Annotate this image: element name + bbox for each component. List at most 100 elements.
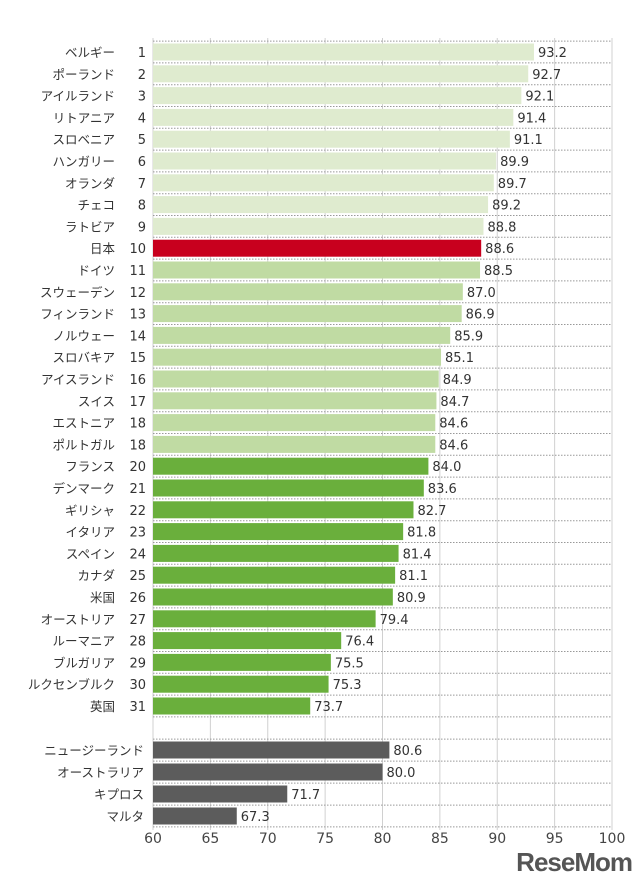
- bar: [153, 544, 399, 562]
- data-label: 88.8: [487, 220, 516, 235]
- data-label: 76.4: [345, 635, 374, 650]
- data-label: 88.5: [484, 264, 513, 279]
- data-label: 67.3: [241, 810, 270, 825]
- bar: [153, 697, 311, 715]
- country-label: チェコ: [77, 198, 115, 213]
- data-label: 86.9: [466, 308, 495, 323]
- country-label: ルクセンブルク: [28, 677, 115, 692]
- rank-label: 3: [138, 90, 146, 105]
- country-label: ラトビア: [65, 219, 115, 234]
- bar: [153, 174, 494, 192]
- rank-label: 14: [129, 329, 146, 344]
- data-label: 79.4: [380, 613, 409, 628]
- data-label: 92.1: [525, 90, 554, 105]
- rank-label: 24: [129, 547, 146, 562]
- data-label: 92.7: [532, 68, 561, 83]
- country-label: オーストリア: [41, 612, 115, 627]
- rank-label: 17: [129, 395, 146, 410]
- country-label: ブルガリア: [53, 655, 115, 670]
- country-label: 日本: [90, 241, 116, 256]
- rank-label: 9: [138, 220, 146, 235]
- bar: [153, 130, 510, 148]
- country-label: スペイン: [66, 546, 115, 561]
- bar: [153, 414, 436, 432]
- bar: [153, 217, 484, 235]
- rank-label: 18: [129, 417, 146, 432]
- rank-label: 8: [138, 199, 146, 214]
- country-label: ハンガリー: [52, 154, 115, 169]
- rank-label: 2: [138, 68, 146, 83]
- rank-label: 12: [129, 286, 146, 301]
- bar: [153, 435, 436, 453]
- data-label: 81.8: [407, 526, 436, 541]
- country-label: フランス: [65, 459, 115, 474]
- country-label: アイルランド: [41, 89, 115, 104]
- country-label: キプロス: [94, 787, 144, 802]
- bar: [153, 152, 497, 170]
- country-label: ポルトガル: [52, 437, 115, 452]
- rank-label: 20: [129, 460, 146, 475]
- country-label: オランダ: [65, 176, 115, 191]
- country-label: ギリシャ: [65, 503, 115, 518]
- data-label: 87.0: [467, 286, 496, 301]
- data-label: 89.9: [500, 155, 529, 170]
- data-label: 73.7: [314, 700, 343, 715]
- country-label: リトアニア: [53, 110, 115, 125]
- rank-label: 10: [129, 242, 146, 257]
- bar: [153, 807, 237, 825]
- bar: [153, 523, 404, 541]
- country-label: ルーマニア: [52, 634, 115, 649]
- country-label: ポーランド: [52, 67, 115, 82]
- data-label: 84.7: [440, 395, 469, 410]
- rank-label: 13: [129, 308, 146, 323]
- data-label: 81.1: [399, 569, 428, 584]
- country-label: アイスランド: [41, 372, 115, 387]
- data-label: 91.1: [514, 133, 543, 148]
- x-tick-label: 90: [488, 831, 506, 847]
- bar: [153, 610, 376, 628]
- data-label: 85.1: [445, 351, 474, 366]
- bar: [153, 501, 414, 519]
- country-label: ニュージーランド: [44, 743, 144, 758]
- data-label: 84.9: [443, 373, 472, 388]
- data-label: 84.0: [432, 460, 461, 475]
- resemom-logo: ReseMom: [516, 847, 633, 877]
- rank-label: 16: [129, 373, 146, 388]
- bar: [153, 43, 534, 61]
- x-tick-label: 80: [374, 831, 392, 847]
- x-tick-label: 100: [599, 831, 626, 847]
- rank-label: 21: [129, 482, 146, 497]
- bar: [153, 326, 451, 344]
- country-label: ドイツ: [77, 263, 115, 278]
- country-label: 英国: [90, 699, 115, 714]
- country-label: デンマーク: [52, 481, 115, 496]
- x-tick-label: 65: [201, 831, 219, 847]
- data-label: 89.2: [492, 199, 521, 214]
- data-label: 75.3: [333, 678, 362, 693]
- bar: [153, 785, 288, 803]
- country-label: 米国: [90, 590, 115, 605]
- bar: [153, 261, 481, 279]
- data-label: 83.6: [428, 482, 457, 497]
- data-label: 80.6: [393, 744, 422, 759]
- bar: [153, 566, 396, 584]
- country-label: オーストラリア: [57, 765, 144, 780]
- bar: [153, 196, 489, 214]
- bar: [153, 741, 390, 759]
- bar: [153, 675, 329, 693]
- bar: [153, 87, 522, 105]
- bar: [153, 763, 383, 781]
- rank-label: 15: [129, 351, 146, 366]
- rank-label: 26: [129, 591, 146, 606]
- country-label: フィンランド: [40, 307, 115, 322]
- bar: [153, 370, 439, 388]
- bar: [153, 65, 529, 83]
- country-label: スウェーデン: [40, 285, 115, 300]
- rank-label: 28: [129, 635, 146, 650]
- data-label: 85.9: [454, 329, 483, 344]
- x-tick-label: 85: [431, 831, 449, 847]
- bar: [153, 348, 442, 366]
- bar: [153, 239, 482, 257]
- bar: [153, 653, 331, 671]
